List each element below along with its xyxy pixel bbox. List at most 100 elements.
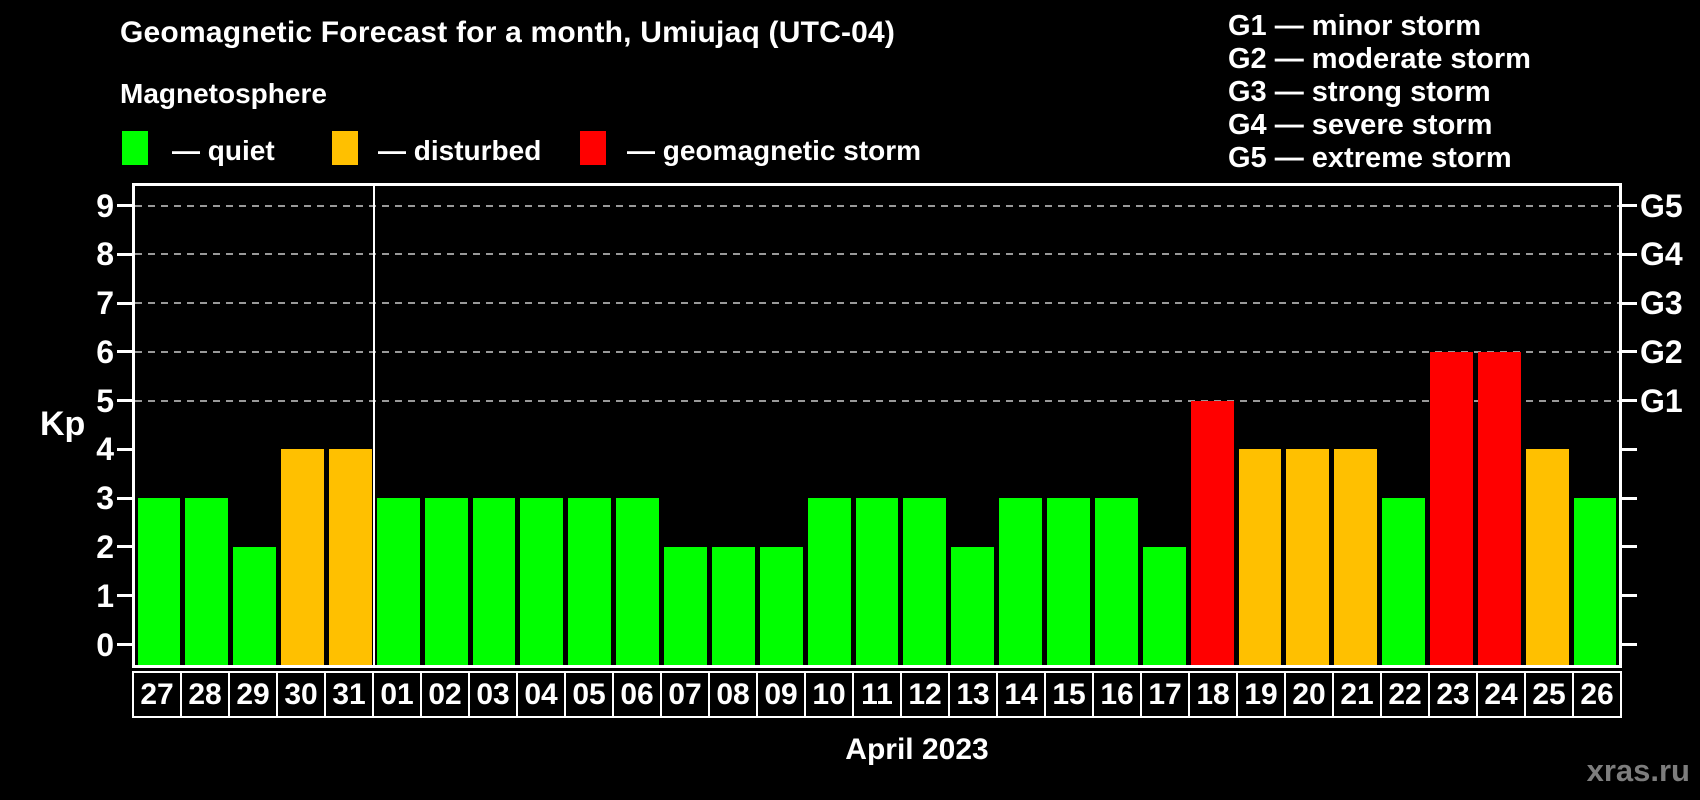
kp-bar-day-22 xyxy=(1382,498,1425,665)
g-scale-line-g1: G1 — minor storm xyxy=(1228,10,1481,42)
day-box-07: 07 xyxy=(660,671,710,718)
day-box-01: 01 xyxy=(372,671,422,718)
kp-bar-day-29 xyxy=(233,546,277,665)
gridline-kp-7 xyxy=(135,302,1619,305)
gridline-kp-6 xyxy=(135,350,1619,353)
kp-bar-day-14 xyxy=(999,498,1043,665)
day-box-03: 03 xyxy=(468,671,518,718)
g-level-label-g3: G3 xyxy=(1640,285,1683,322)
g-scale-line-g3: G3 — strong storm xyxy=(1228,76,1491,108)
g-scale-line-g4: G4 — severe storm xyxy=(1228,109,1493,141)
kp-bar-day-30 xyxy=(281,449,324,665)
kp-bar-day-25 xyxy=(1525,449,1569,665)
x-axis-day-labels: 27 28 29 30 31 01 02 03 04 05 06 07 08 09 10 11 12 13 14 15… xyxy=(132,671,1622,718)
day-box-30: 30 xyxy=(276,671,326,718)
day-box-17: 17 xyxy=(1140,671,1190,718)
legend-swatch-storm xyxy=(580,131,606,165)
kp-bar-day-11 xyxy=(855,498,899,665)
y-tick-label-6: 6 xyxy=(96,333,114,370)
kp-bar-day-10 xyxy=(807,498,851,665)
kp-bar-day-15 xyxy=(1047,498,1090,665)
legend-swatch-disturbed xyxy=(332,131,358,165)
day-box-24: 24 xyxy=(1476,671,1526,718)
day-box-27: 27 xyxy=(132,671,182,718)
kp-bar-day-19 xyxy=(1238,449,1282,665)
day-box-04: 04 xyxy=(516,671,566,718)
y-tick-label-3: 3 xyxy=(96,480,114,517)
g-level-label-g1: G1 xyxy=(1640,382,1683,419)
kp-bar-day-17 xyxy=(1142,546,1186,665)
left-tick-kp-5 xyxy=(117,399,132,403)
left-tick-kp-2 xyxy=(117,545,132,549)
y-axis-title-kp: Kp xyxy=(40,405,86,443)
day-box-20: 20 xyxy=(1284,671,1334,718)
left-tick-kp-4 xyxy=(117,447,132,451)
kp-bar-day-18 xyxy=(1190,400,1234,665)
day-box-12: 12 xyxy=(900,671,950,718)
kp-bar-day-16 xyxy=(1094,498,1138,665)
legend-label-quiet: — quiet xyxy=(172,135,275,166)
day-box-14: 14 xyxy=(996,671,1046,718)
right-tick-kp-8 xyxy=(1622,252,1637,256)
day-box-11: 11 xyxy=(852,671,902,718)
left-tick-kp-7 xyxy=(117,301,132,305)
kp-bar-day-28 xyxy=(185,498,229,665)
day-box-15: 15 xyxy=(1044,671,1094,718)
legend-label-disturbed: — disturbed xyxy=(378,135,542,166)
left-tick-kp-0 xyxy=(117,643,132,646)
y-tick-label-1: 1 xyxy=(96,577,114,614)
g-scale-line-g5: G5 — extreme storm xyxy=(1228,142,1512,174)
right-tick-kp-9 xyxy=(1622,204,1637,207)
kp-bar-day-21 xyxy=(1334,449,1378,665)
day-box-31: 31 xyxy=(324,671,374,718)
g-scale-line-g2: G2 — moderate storm xyxy=(1228,43,1531,75)
day-box-16: 16 xyxy=(1092,671,1142,718)
legend-swatch-quiet xyxy=(122,131,148,165)
month-separator-line xyxy=(373,186,376,665)
kp-bar-day-20 xyxy=(1286,449,1330,665)
day-box-28: 28 xyxy=(180,671,230,718)
kp-bar-day-26 xyxy=(1573,498,1617,665)
left-tick-kp-9 xyxy=(117,204,132,207)
right-tick-kp-6 xyxy=(1622,350,1637,354)
g-level-label-g5: G5 xyxy=(1640,187,1683,224)
legend-label-storm: — geomagnetic storm xyxy=(627,135,922,166)
gridline-kp-5 xyxy=(135,399,1619,402)
day-box-19: 19 xyxy=(1236,671,1286,718)
g-scale-legend: G1 — minor storm G2 — moderate storm G3 … xyxy=(1228,10,1531,175)
kp-bar-day-09 xyxy=(759,546,803,665)
day-box-10: 10 xyxy=(804,671,854,718)
kp-bar-day-03 xyxy=(472,498,516,665)
y-tick-label-2: 2 xyxy=(96,528,114,565)
kp-bar-day-04 xyxy=(520,498,564,665)
right-tick-kp-2 xyxy=(1622,545,1637,549)
right-tick-kp-5 xyxy=(1622,399,1637,403)
day-box-21: 21 xyxy=(1332,671,1382,718)
watermark-xras: xras.ru xyxy=(1586,753,1690,788)
day-box-22: 22 xyxy=(1380,671,1430,718)
left-tick-kp-8 xyxy=(117,252,132,256)
day-box-02: 02 xyxy=(420,671,470,718)
right-tick-kp-4 xyxy=(1622,447,1637,451)
kp-bar-day-13 xyxy=(951,546,995,665)
right-tick-kp-3 xyxy=(1622,496,1637,500)
left-tick-kp-1 xyxy=(117,594,132,598)
day-box-05: 05 xyxy=(564,671,614,718)
magnetosphere-label: Magnetosphere xyxy=(120,78,327,109)
y-tick-label-5: 5 xyxy=(96,382,114,419)
plot-area xyxy=(132,183,1622,668)
gridline-kp-8 xyxy=(135,253,1619,256)
day-box-13: 13 xyxy=(948,671,998,718)
x-axis-title-month: April 2023 xyxy=(845,733,989,766)
day-box-29: 29 xyxy=(228,671,278,718)
kp-bar-day-01 xyxy=(376,498,420,665)
kp-bar-day-31 xyxy=(328,449,372,665)
right-tick-kp-7 xyxy=(1622,301,1637,305)
kp-bar-day-07 xyxy=(664,546,707,665)
y-tick-label-4: 4 xyxy=(96,431,114,468)
kp-bar-day-12 xyxy=(903,498,947,665)
y-tick-label-7: 7 xyxy=(96,285,114,322)
kp-bar-day-23 xyxy=(1430,351,1473,665)
day-box-26: 26 xyxy=(1572,671,1622,718)
kp-bar-day-02 xyxy=(424,498,468,665)
